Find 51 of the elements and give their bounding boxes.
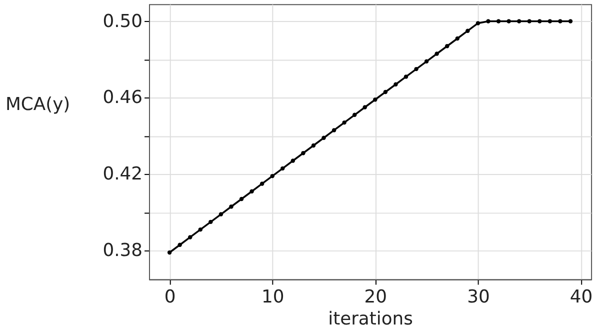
point (404, 74, 408, 79)
point (352, 112, 357, 118)
point (218, 212, 224, 216)
point (516, 19, 522, 24)
point (506, 19, 511, 24)
point (476, 21, 480, 26)
point (322, 136, 326, 140)
y-tick-label: 0.46 (102, 87, 143, 108)
point (208, 220, 213, 224)
point (445, 44, 450, 48)
y-axis-title: MCA(y) (5, 94, 70, 115)
point (496, 19, 501, 24)
x-tick-label: 20 (364, 286, 388, 308)
point (239, 196, 244, 202)
point (394, 82, 398, 86)
point (260, 182, 264, 186)
point (342, 120, 346, 125)
y-tick-label: 0.50 (102, 10, 143, 32)
point (538, 19, 542, 24)
x-tick-label: 40 (570, 286, 593, 308)
point (466, 28, 470, 33)
point (178, 242, 182, 247)
point (198, 227, 203, 232)
point (301, 151, 306, 156)
point (188, 235, 192, 240)
x-tick-label: 10 (261, 286, 284, 308)
x-tick-label: 0 (164, 286, 176, 308)
point (270, 174, 274, 178)
point (311, 143, 316, 148)
point (414, 66, 418, 72)
point (250, 189, 254, 194)
point (424, 59, 429, 64)
point (568, 19, 573, 24)
point (383, 90, 388, 94)
point (280, 166, 285, 171)
y-tick-label: 0.38 (102, 240, 143, 262)
x-axis-title: iterations (328, 308, 413, 328)
x-tick-label: 30 (467, 286, 490, 308)
point (362, 105, 367, 110)
point (290, 158, 296, 163)
point (229, 204, 234, 209)
point (527, 19, 532, 24)
point (167, 250, 172, 255)
point (548, 19, 552, 24)
point (373, 98, 378, 102)
point (332, 128, 336, 132)
point (486, 19, 490, 24)
point (434, 52, 439, 56)
y-tick-label: 0.42 (102, 164, 143, 185)
point (558, 19, 562, 24)
point (455, 36, 460, 41)
